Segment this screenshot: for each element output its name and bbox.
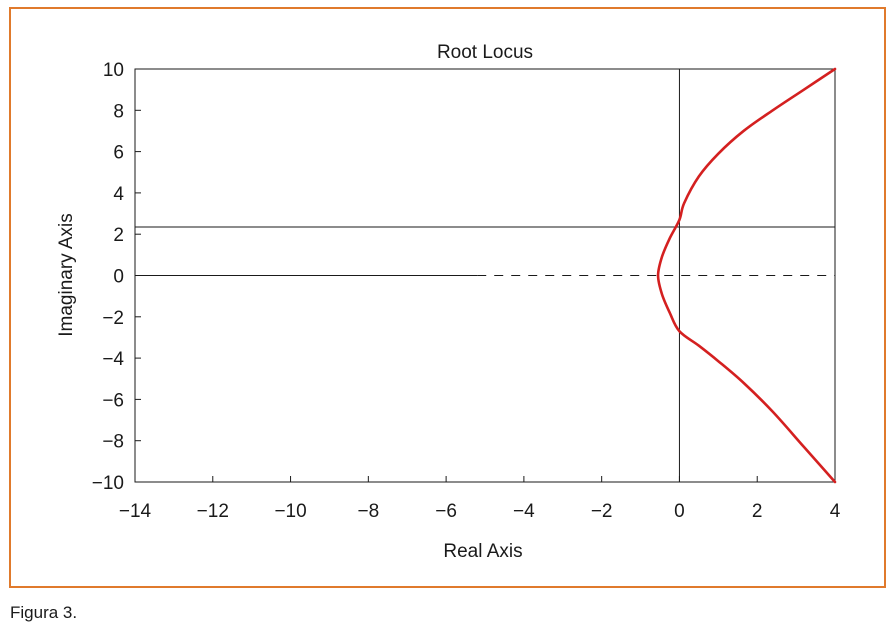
y-tick-label: 4 [113,184,124,205]
figure-caption: Figura 3. [10,603,78,622]
root-locus-chart: Root Locus −14 −12 −10 −8 −6 −4 −2 0 2 4 −10−8−6−… [56,42,841,562]
y-tick-label: −8 [102,432,124,453]
x-tick-label: 0 [674,501,685,522]
x-tick-label: −2 [591,501,613,522]
x-tick-label: −10 [274,501,306,522]
x-tick-label: −14 [119,501,152,522]
y-tick-label: 10 [103,60,124,81]
x-axis-ticks: −14 −12 −10 −8 −6 −4 −2 0 2 4 [119,476,841,522]
y-tick-label: 8 [113,101,124,122]
y-tick-label: −6 [102,390,124,411]
y-tick-label: −4 [102,349,124,370]
y-tick-label: 2 [113,225,124,246]
x-tick-label: −4 [513,501,535,522]
x-tick-label: −12 [197,501,229,522]
y-tick-label: −2 [102,308,124,329]
y-tick-label: 6 [113,143,124,164]
x-tick-label: 4 [830,501,841,522]
x-tick-label: −6 [435,501,457,522]
y-tick-label: 0 [113,267,124,288]
chart-title: Root Locus [437,42,533,63]
x-tick-label: −8 [357,501,379,522]
x-axis-label: Real Axis [443,541,522,562]
y-axis-label: Imaginary Axis [56,213,77,337]
x-tick-label: 2 [752,501,763,522]
y-axis-ticks: −10 −8 −6 −4 −2 0 2 4 6 8 10 [92,60,141,494]
figure-frame [9,7,886,588]
y-tick-label: −10 [92,473,124,494]
reference-lines [135,69,835,482]
root-locus-line-1 [656,67,837,484]
series-group [656,67,837,484]
